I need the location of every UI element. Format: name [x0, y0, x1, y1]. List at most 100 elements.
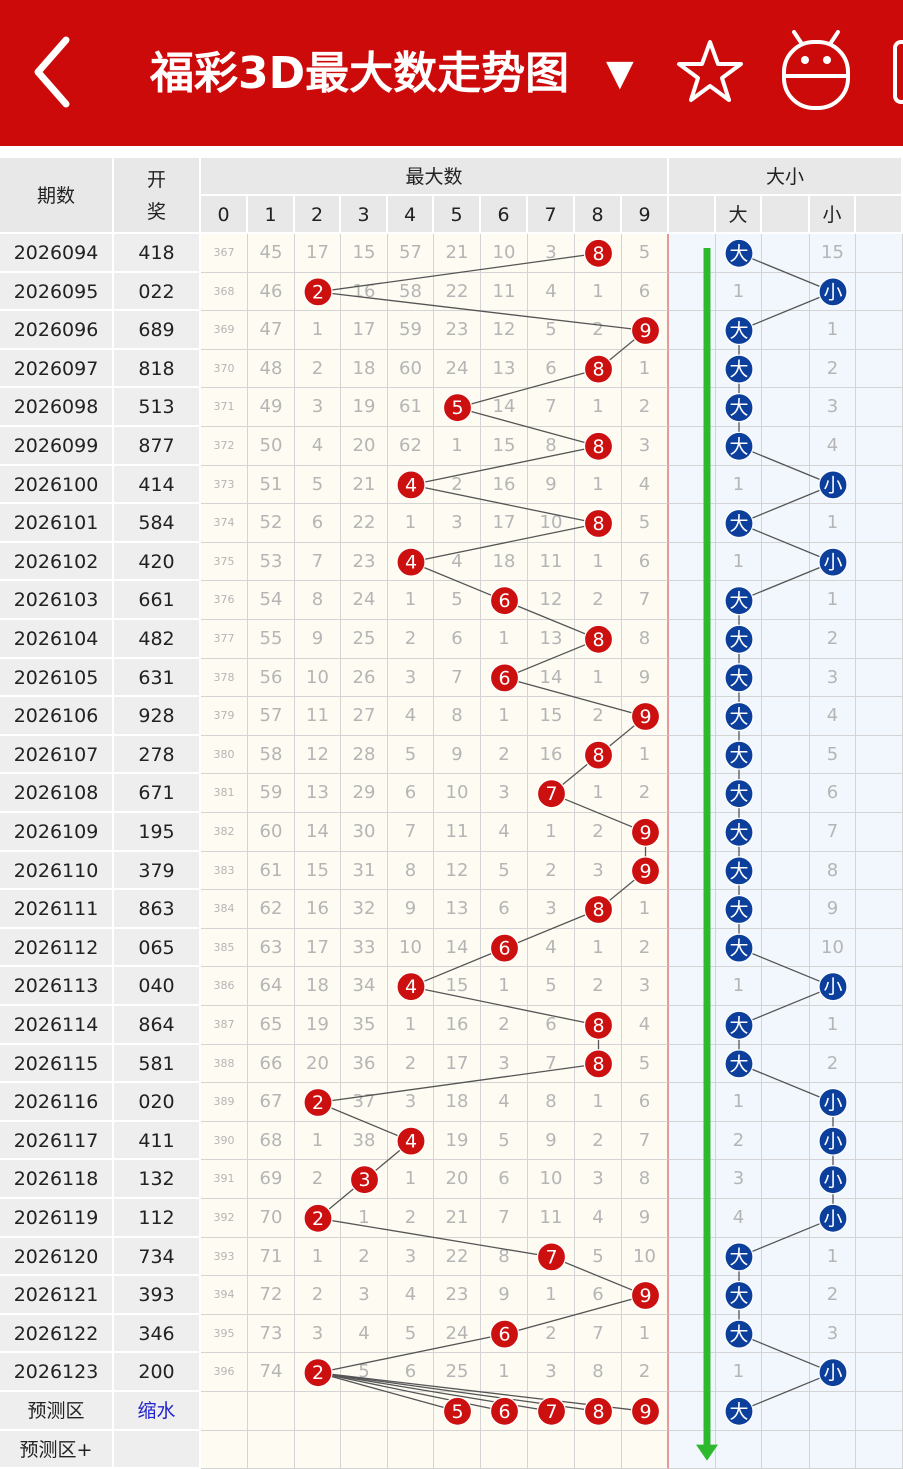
omit-cell: 373 [201, 465, 248, 505]
omit-cell: 12 [295, 735, 341, 775]
menu-edge-icon[interactable] [893, 40, 903, 104]
number-cell: 411 [114, 1121, 201, 1161]
omit-cell: 10 [434, 774, 481, 813]
omit-cell: 7 [295, 542, 341, 582]
header-digit-4: 4 [388, 196, 434, 234]
max-digit-ball: 3 [349, 1165, 380, 1195]
page-title[interactable]: 福彩3D最大数走势图 [150, 48, 570, 99]
size-omit-cell [856, 388, 903, 427]
caret-down-icon[interactable]: ▼ [606, 53, 634, 94]
omit-cell: 19 [434, 1121, 481, 1161]
max-digit-ball: 8 [583, 354, 614, 384]
omit-cell: 1 [388, 1006, 434, 1045]
omit-cell: 372 [201, 427, 248, 466]
omit-cell: 3 [434, 504, 481, 543]
number-cell: 缩水 [114, 1392, 201, 1431]
number-cell: 065 [114, 928, 201, 968]
omit-cell: 7 [528, 388, 575, 427]
omit-cell: 2 [622, 388, 669, 427]
period-cell: 2026094 [0, 234, 114, 273]
number-cell: 278 [114, 735, 201, 775]
size-omit-cell: 3 [810, 1314, 856, 1354]
svg-text:大: 大 [729, 629, 748, 651]
omit-cell: 66 [248, 1044, 295, 1084]
omit-cell: 73 [248, 1314, 295, 1354]
size-omit-cell [762, 349, 810, 389]
header-size-group: 大小 [669, 158, 903, 196]
max-digit-ball: 4 [396, 547, 426, 577]
omit-cell: 8 [622, 1160, 669, 1199]
omit-cell: 1 [388, 1160, 434, 1199]
omit-cell: 5 [295, 465, 341, 505]
max-digit-ball: 6 [489, 663, 520, 693]
omit-cell: 4 [481, 813, 528, 852]
omit-cell: 51 [248, 465, 295, 505]
omit-cell: 7 [528, 1044, 575, 1084]
period-cell: 2026098 [0, 388, 114, 427]
predict-digit-ball: 6 [489, 1396, 520, 1426]
svg-text:小: 小 [823, 1208, 842, 1230]
max-trend-line [317, 1101, 412, 1142]
number-cell: 513 [114, 388, 201, 427]
omit-cell: 3 [388, 1237, 434, 1277]
size-omit-cell [856, 620, 903, 659]
size-trend-line [738, 1063, 834, 1104]
omit-cell: 2 [295, 1276, 341, 1315]
size-omit-cell: 1 [716, 542, 762, 582]
omit-cell: 7 [434, 658, 481, 698]
svg-text:2: 2 [312, 1208, 324, 1230]
size-omit-cell: 1 [810, 504, 856, 543]
omit-cell: 6 [434, 620, 481, 659]
period-cell: 2026110 [0, 851, 114, 891]
size-ball: 大 [724, 238, 754, 268]
omit-cell: 4 [528, 928, 575, 968]
omit-cell: 74 [248, 1353, 295, 1392]
period-cell: 2026103 [0, 581, 114, 620]
omit-cell: 36 [341, 1044, 388, 1084]
omit-cell [248, 1392, 295, 1431]
omit-cell: 50 [248, 427, 295, 466]
android-robot-icon[interactable] [778, 26, 854, 112]
omit-cell: 2 [388, 1044, 434, 1084]
omit-cell: 1 [481, 620, 528, 659]
omit-cell: 4 [528, 272, 575, 312]
max-digit-ball: 8 [583, 238, 614, 268]
omit-cell: 8 [575, 1353, 622, 1392]
number-cell: 040 [114, 967, 201, 1006]
svg-text:小: 小 [823, 552, 842, 574]
omit-cell: 1 [622, 1314, 669, 1354]
size-omit-cell [856, 1276, 903, 1315]
omit-cell: 5 [388, 1314, 434, 1354]
size-omit-cell: 1 [716, 465, 762, 505]
omit-cell: 394 [201, 1276, 248, 1315]
svg-text:大: 大 [729, 783, 748, 805]
number-cell: 661 [114, 581, 201, 620]
size-trend-line [738, 561, 834, 602]
size-omit-cell: 2 [810, 620, 856, 659]
omit-cell: 376 [201, 581, 248, 620]
header-digit-9: 9 [622, 196, 669, 234]
omit-cell: 58 [248, 735, 295, 775]
omit-cell: 1 [575, 1083, 622, 1122]
trend-overlay: 8 大 2 小 9 大 8 大 5 大 8 大 4 小 8 大 4 小 6 大 8 大 6 大 9 大 8 大 7 大 9 大 9 大 8 大 6 大 4 小… [303, 238, 848, 1461]
star-icon[interactable] [676, 38, 744, 104]
omit-cell: 71 [248, 1237, 295, 1277]
omit-cell: 385 [201, 928, 248, 968]
omit-cell: 3 [622, 427, 669, 466]
omit-cell: 16 [295, 890, 341, 929]
omit-cell: 20 [295, 1044, 341, 1084]
omit-cell: 3 [528, 234, 575, 273]
size-ball: 小 [818, 1126, 848, 1156]
svg-text:8: 8 [592, 629, 604, 651]
size-omit-cell [856, 1083, 903, 1122]
size-ball: 小 [818, 470, 848, 500]
size-ball: 大 [724, 1049, 754, 1079]
size-trend-line [738, 291, 834, 332]
max-digit-ball: 7 [536, 779, 567, 809]
max-digit-ball: 9 [630, 315, 661, 346]
back-arrow-icon[interactable] [30, 36, 74, 108]
size-omit-cell [856, 1199, 903, 1238]
size-omit-cell: 10 [810, 928, 856, 968]
svg-text:4: 4 [405, 552, 417, 574]
omit-cell: 60 [388, 349, 434, 389]
